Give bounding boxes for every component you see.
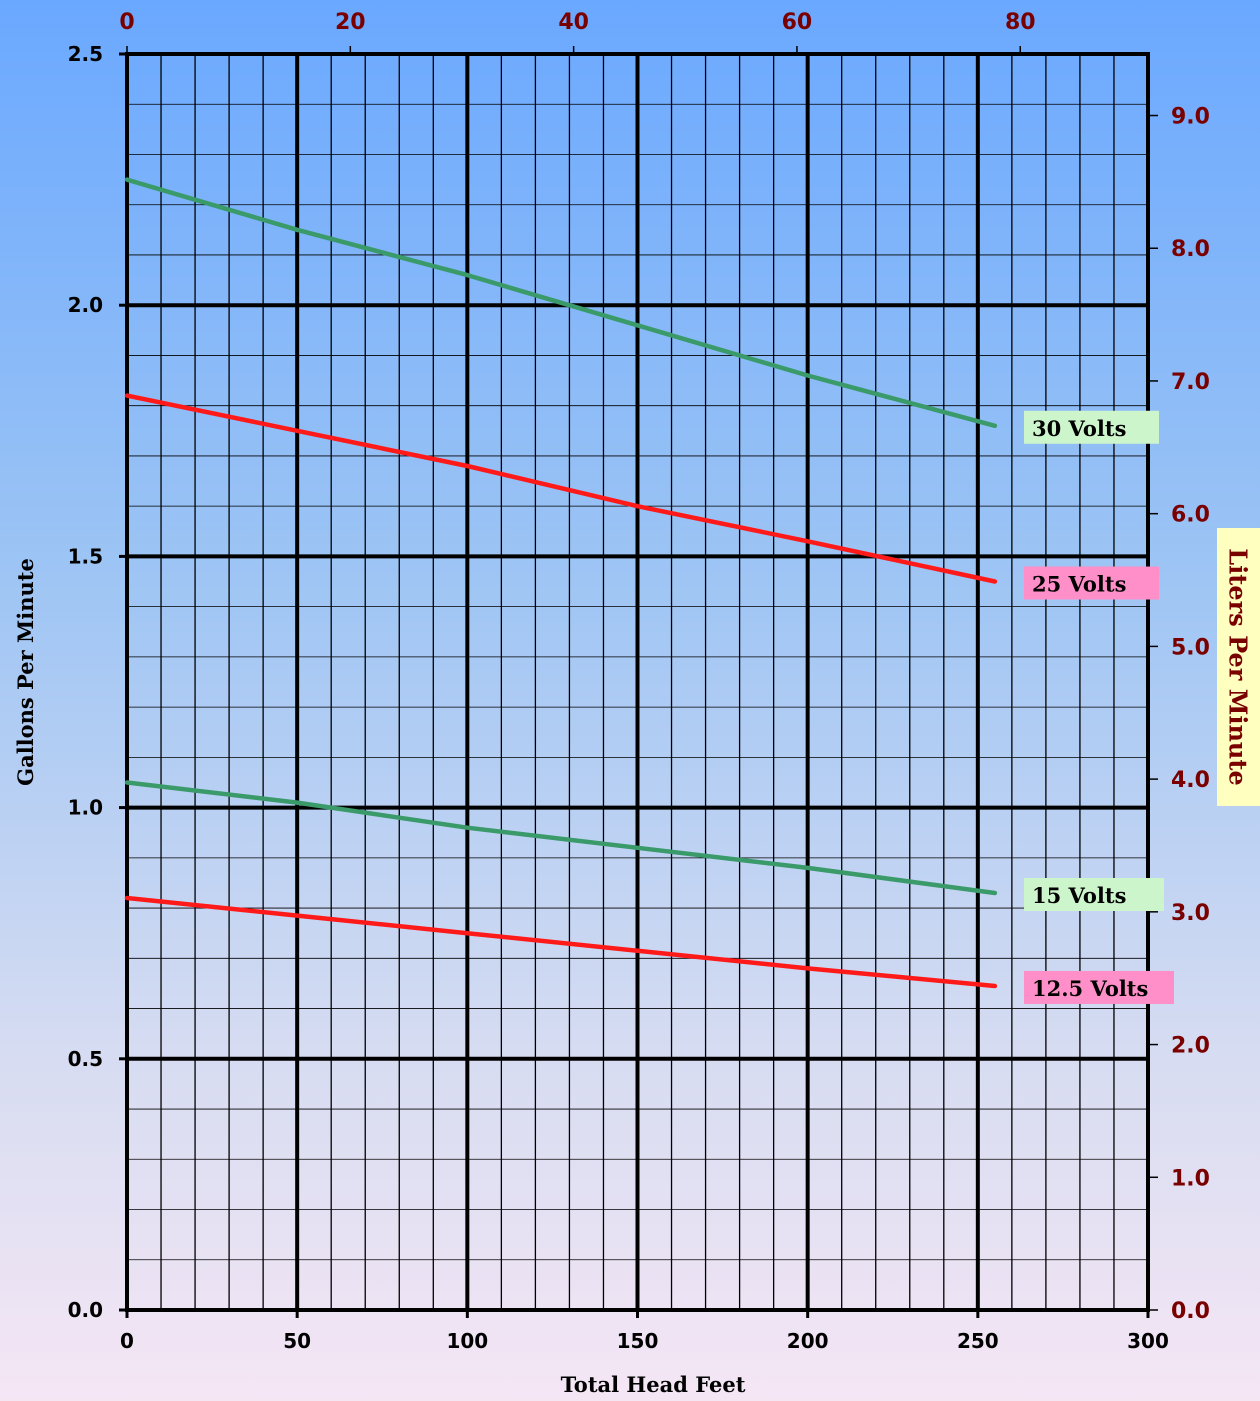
- series-label-box: [1024, 566, 1159, 600]
- right-axis-title: Liters Per Minute: [1224, 548, 1253, 785]
- y2-tick-label: 6.0: [1171, 503, 1210, 528]
- series-label-box: [1024, 410, 1159, 444]
- y2-tick-label: 2.0: [1171, 1034, 1210, 1059]
- series-label-text: 15 Volts: [1032, 883, 1126, 908]
- y-tick-label: 1.0: [68, 796, 103, 820]
- x-tick-label: 150: [617, 1329, 659, 1353]
- y2-tick-label: 4.0: [1171, 768, 1210, 793]
- right-axis-title-bg: [1217, 528, 1260, 806]
- y2-tick-label: 5.0: [1171, 635, 1210, 660]
- x2-tick-label: 0: [119, 10, 134, 35]
- series-line-2: [124, 780, 998, 896]
- y2-tick-label: 7.0: [1171, 370, 1210, 395]
- series-label-text: 12.5 Volts: [1032, 976, 1148, 1001]
- series-label-box: [1024, 878, 1164, 912]
- x-tick-label: 250: [957, 1329, 999, 1353]
- y2-tick-label: 9.0: [1171, 105, 1210, 130]
- x2-tick-label: 80: [1005, 10, 1036, 35]
- series-labels: 30 Volts 25 Volts 15 Volts 12.5 Volts: [1024, 410, 1174, 1004]
- x-tick-label: 100: [446, 1329, 488, 1353]
- x-tick-label: 200: [787, 1329, 829, 1353]
- series-label-text: 30 Volts: [1032, 416, 1126, 441]
- series-label-box: [1024, 970, 1174, 1004]
- series-line-1: [124, 393, 998, 584]
- y2-tick-label: 1.0: [1171, 1166, 1210, 1191]
- y2-tick-label: 8.0: [1171, 237, 1210, 262]
- y-tick-label: 2.5: [68, 42, 103, 66]
- x2-tick-label: 20: [335, 10, 366, 35]
- y-tick-label: 1.5: [68, 544, 103, 568]
- x-axis-title: Total Head Feet: [561, 1372, 746, 1397]
- y-tick-label: 0.0: [68, 1298, 103, 1322]
- grid-major: [119, 46, 1158, 1318]
- x2-tick-label: 60: [782, 10, 813, 35]
- x-tick-label: 50: [283, 1329, 311, 1353]
- x-tick-label: 300: [1127, 1329, 1169, 1353]
- series-label-text: 25 Volts: [1032, 572, 1126, 597]
- x-tick-label: 0: [120, 1329, 134, 1353]
- series-line-3: [124, 895, 998, 989]
- series-line-0: [124, 177, 998, 429]
- y2-tick-label: 0.0: [1171, 1299, 1210, 1324]
- x2-tick-label: 40: [558, 10, 589, 35]
- y-tick-label: 2.0: [68, 293, 103, 317]
- y-tick-label: 0.5: [68, 1047, 103, 1071]
- y2-tick-label: 3.0: [1171, 901, 1210, 926]
- y-axis-title: Gallons Per Minute: [13, 558, 38, 786]
- series-lines: [124, 177, 998, 989]
